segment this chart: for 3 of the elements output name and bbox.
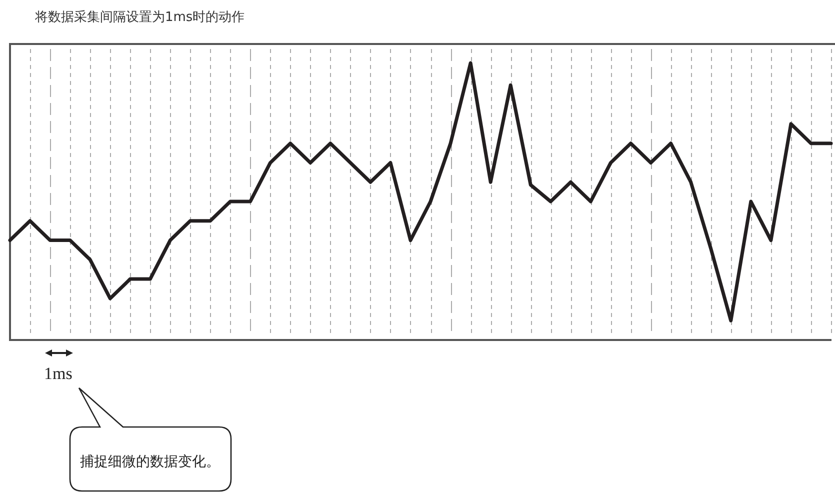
chart-title: 将数据采集间隔设置为1ms时的动作 <box>35 9 245 26</box>
text: 1ms <box>44 364 72 384</box>
text: 捕捉细微的数据变化。 <box>80 453 220 471</box>
